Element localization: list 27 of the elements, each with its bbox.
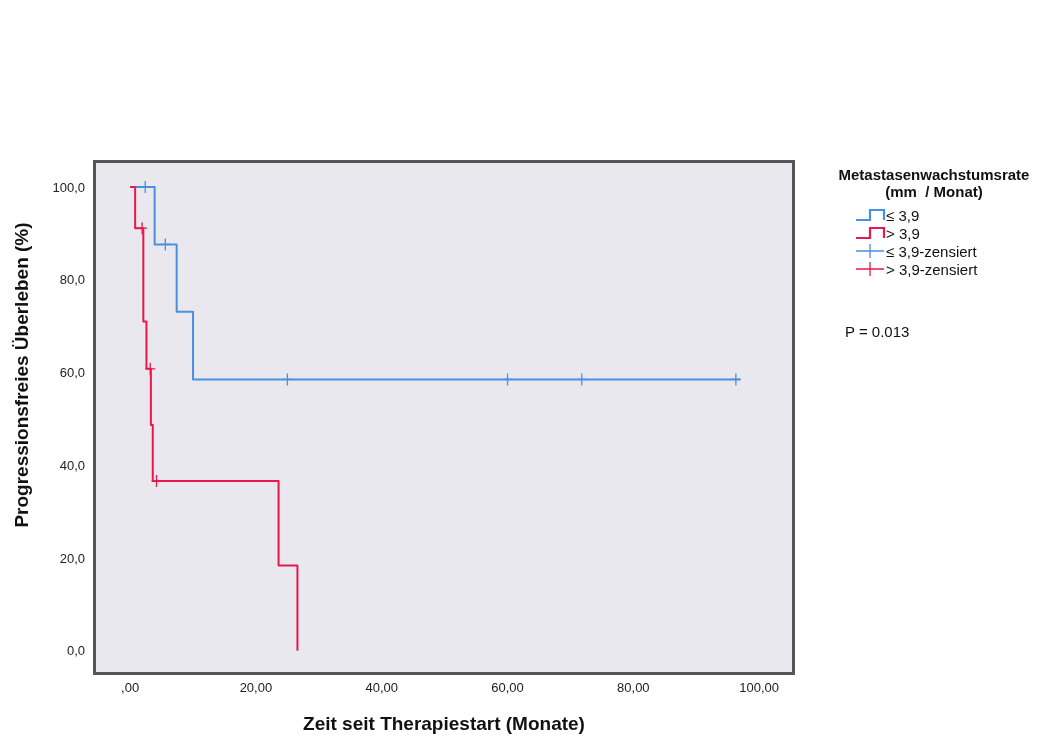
y-tick-label: 80,0 — [59, 272, 85, 288]
legend-title: Metastasenwachstumsrate (mm / Monat) — [837, 166, 1031, 200]
x-axis-title: Zeit seit Therapiestart (Monate) — [303, 713, 585, 735]
legend-label: > 3,9-zensiert — [886, 260, 978, 278]
y-tick-label: 20,0 — [59, 550, 85, 566]
x-tick-label: 100,00 — [739, 680, 780, 696]
y-tick-label: 60,0 — [59, 365, 85, 381]
y-tick-label: 0,0 — [66, 643, 85, 659]
point — [501, 372, 514, 387]
legend-label: ≤ 3,9 — [886, 206, 920, 224]
point — [576, 372, 588, 387]
point — [144, 362, 156, 376]
y-axis-title: Progressionsfreies Überleben (%) — [11, 222, 33, 528]
x-tick-label: 40,00 — [365, 680, 398, 696]
x-tick-label: ,00 — [121, 680, 140, 696]
point — [281, 372, 294, 387]
legend-label: ≤ 3,9-zensiert — [886, 242, 977, 260]
legend-label: > 3,9 — [886, 224, 920, 242]
text: P = 0.013 — [845, 323, 910, 340]
y-tick-label: 100,0 — [52, 179, 85, 195]
point — [730, 372, 742, 387]
x-tick-label: 60,00 — [491, 680, 524, 696]
point — [136, 221, 148, 235]
x-tick-label: 80,00 — [617, 680, 650, 696]
x-tick-label: 20,00 — [239, 680, 273, 696]
point — [159, 237, 171, 252]
y-tick-label: 40,0 — [59, 457, 85, 473]
